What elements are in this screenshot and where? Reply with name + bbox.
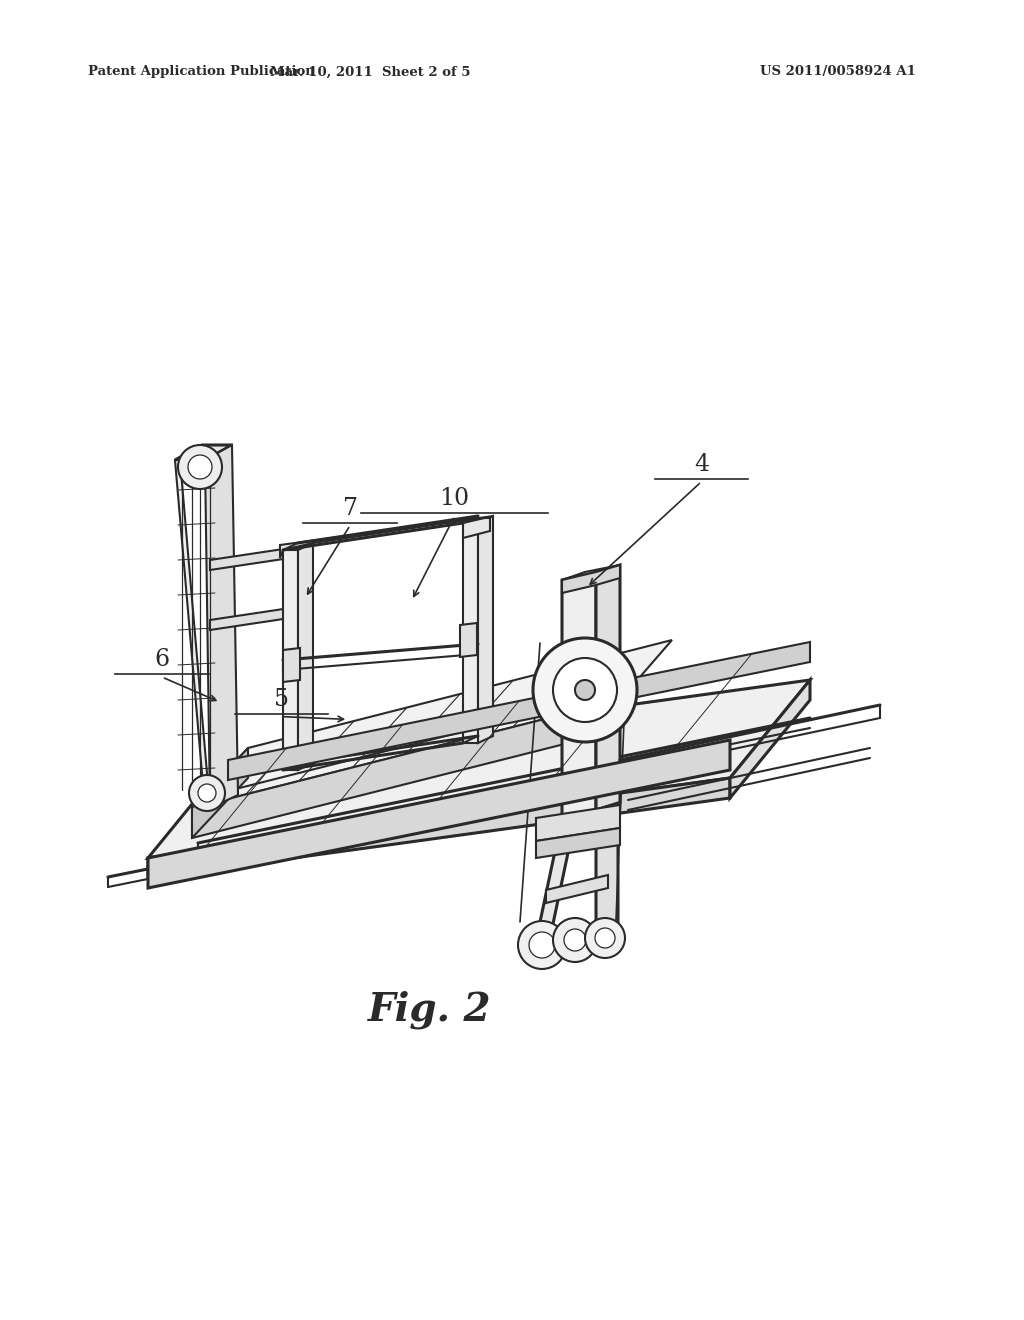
Circle shape (595, 928, 615, 948)
Polygon shape (193, 748, 248, 838)
Text: 10: 10 (439, 487, 470, 511)
Circle shape (189, 775, 225, 810)
Polygon shape (148, 741, 730, 888)
Polygon shape (460, 623, 477, 657)
Polygon shape (546, 875, 608, 903)
Polygon shape (283, 550, 298, 770)
Text: Patent Application Publication: Patent Application Publication (88, 66, 314, 78)
Polygon shape (562, 565, 620, 593)
Polygon shape (536, 805, 620, 841)
Polygon shape (536, 828, 620, 858)
Text: 4: 4 (694, 453, 709, 477)
Polygon shape (562, 572, 596, 818)
Circle shape (518, 921, 566, 969)
Polygon shape (193, 700, 620, 838)
Circle shape (564, 929, 586, 950)
Polygon shape (536, 814, 575, 941)
Text: 5: 5 (274, 688, 289, 711)
Polygon shape (148, 680, 810, 858)
Polygon shape (175, 459, 210, 808)
Circle shape (534, 638, 637, 742)
Polygon shape (283, 648, 300, 682)
Polygon shape (478, 516, 493, 743)
Text: Fig. 2: Fig. 2 (369, 991, 492, 1030)
Circle shape (553, 917, 597, 962)
Text: Mar. 10, 2011  Sheet 2 of 5: Mar. 10, 2011 Sheet 2 of 5 (269, 66, 470, 78)
Polygon shape (280, 516, 493, 558)
Polygon shape (193, 640, 672, 808)
Circle shape (585, 917, 625, 958)
Polygon shape (175, 445, 232, 459)
Polygon shape (730, 680, 810, 799)
Circle shape (529, 932, 555, 958)
Polygon shape (205, 445, 238, 808)
Circle shape (198, 784, 216, 803)
Circle shape (178, 445, 222, 488)
Polygon shape (228, 642, 810, 780)
Polygon shape (596, 565, 620, 810)
Polygon shape (298, 543, 313, 770)
Circle shape (188, 455, 212, 479)
Polygon shape (562, 565, 620, 579)
Polygon shape (210, 609, 290, 630)
Text: 7: 7 (343, 496, 357, 520)
Polygon shape (463, 523, 478, 743)
Text: US 2011/0058924 A1: US 2011/0058924 A1 (760, 66, 915, 78)
Polygon shape (596, 803, 618, 945)
Polygon shape (148, 777, 730, 878)
Polygon shape (210, 548, 290, 570)
Circle shape (553, 657, 617, 722)
Text: 6: 6 (155, 648, 169, 672)
Circle shape (575, 680, 595, 700)
